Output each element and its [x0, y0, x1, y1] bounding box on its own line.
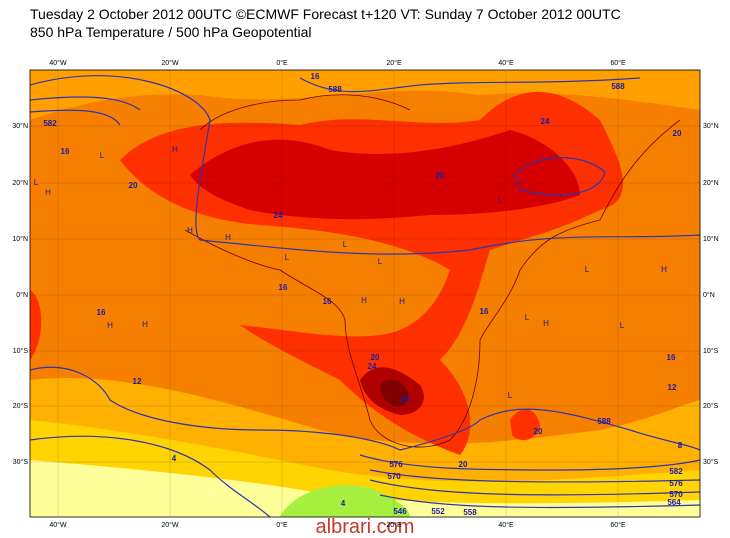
lon-label: 0°E: [276, 59, 288, 67]
lat-label: 30°N: [12, 122, 28, 130]
contour-label: 570: [387, 472, 401, 481]
contour-label: 20: [534, 427, 543, 436]
contour-label: 588: [328, 85, 342, 94]
contour-label: 28: [401, 395, 410, 404]
contour-label: 546: [393, 507, 407, 516]
contour-label: 20: [371, 353, 380, 362]
pressure-mark: H: [187, 226, 193, 235]
lat-label: 10°S: [703, 347, 719, 355]
contour-label: 576: [669, 479, 683, 488]
contour-label: 582: [669, 467, 683, 476]
map-frame: [29, 69, 701, 518]
lat-label: 20°N: [12, 179, 28, 187]
lon-label: 40°W: [49, 521, 67, 529]
contour-label: 558: [463, 508, 477, 517]
pressure-mark: L: [508, 391, 513, 400]
lon-label: 40°E: [498, 521, 514, 529]
contour-label: 8: [678, 441, 683, 450]
contour-label: 16: [667, 353, 676, 362]
pressure-mark: L: [620, 321, 625, 330]
contour-label: 20: [459, 460, 468, 469]
contour-label: 16: [61, 147, 70, 156]
lat-label: 20°S: [13, 402, 29, 410]
lon-label: 20°E: [386, 59, 402, 67]
lat-label: 20°N: [703, 179, 719, 187]
title: Tuesday 2 October 2012 00UTC ©ECMWF Fore…: [30, 6, 621, 22]
contour-label: 20: [673, 129, 682, 138]
contour-label: 12: [133, 377, 142, 386]
lon-label: 20°W: [161, 59, 179, 67]
contour-label: 564: [667, 498, 681, 507]
contour-label: 4: [172, 454, 177, 463]
pressure-mark: H: [361, 296, 367, 305]
lon-label: 20°E: [386, 521, 402, 529]
lat-label: 30°N: [703, 122, 719, 130]
pressure-mark: L: [585, 265, 590, 274]
map-area: [30, 70, 700, 517]
contour-label: 16: [323, 297, 332, 306]
contour-label: 576: [389, 460, 403, 469]
contour-label: 24: [274, 211, 283, 220]
pressure-mark: L: [285, 253, 290, 262]
pressure-mark: H: [172, 145, 178, 154]
lon-label: 0°E: [276, 521, 288, 529]
lat-label: 10°S: [13, 347, 29, 355]
pressure-mark: L: [378, 257, 383, 266]
pressure-mark: H: [399, 297, 405, 306]
lon-label: 60°E: [610, 521, 626, 529]
lat-label: 0°N: [16, 291, 28, 299]
contour-label: 552: [431, 507, 445, 516]
contour-label: 4: [341, 499, 346, 508]
contour-label: 20: [436, 171, 445, 180]
pressure-mark: H: [45, 188, 51, 197]
pressure-mark: L: [525, 313, 530, 322]
pressure-mark: H: [142, 320, 148, 329]
contour-label: 16: [311, 72, 320, 81]
lon-label: 20°W: [161, 521, 179, 529]
pressure-mark: L: [498, 196, 503, 205]
lat-label: 0°N: [703, 291, 715, 299]
contour-label: 20: [129, 181, 138, 190]
subtitle: 850 hPa Temperature / 500 hPa Geopotenti…: [30, 24, 312, 40]
contour-label: 16: [480, 307, 489, 316]
contour-label: 588: [611, 82, 625, 91]
lon-label: 40°W: [49, 59, 67, 67]
contour-label: 588: [597, 417, 611, 426]
contour-label: 24: [368, 362, 377, 371]
pressure-mark: L: [34, 178, 39, 187]
lon-label: 40°E: [498, 59, 514, 67]
contour-label: 24: [541, 117, 550, 126]
watermark: albrari.com: [316, 516, 415, 538]
lat-label: 10°N: [12, 235, 28, 243]
pressure-mark: H: [225, 233, 231, 242]
contour-label: 12: [668, 383, 677, 392]
pressure-mark: H: [661, 265, 667, 274]
lon-label: 60°E: [610, 59, 626, 67]
pressure-mark: L: [343, 240, 348, 249]
lat-label: 30°S: [703, 458, 719, 466]
pressure-mark: L: [100, 151, 105, 160]
contour-label: 582: [43, 119, 57, 128]
lat-label: 30°S: [13, 458, 29, 466]
lat-label: 20°S: [703, 402, 719, 410]
contour-label: 570: [669, 490, 683, 499]
contour-label: 16: [97, 308, 106, 317]
pressure-mark: H: [107, 321, 113, 330]
lat-label: 10°N: [703, 235, 719, 243]
contour-label: 16: [279, 283, 288, 292]
pressure-mark: H: [543, 319, 549, 328]
